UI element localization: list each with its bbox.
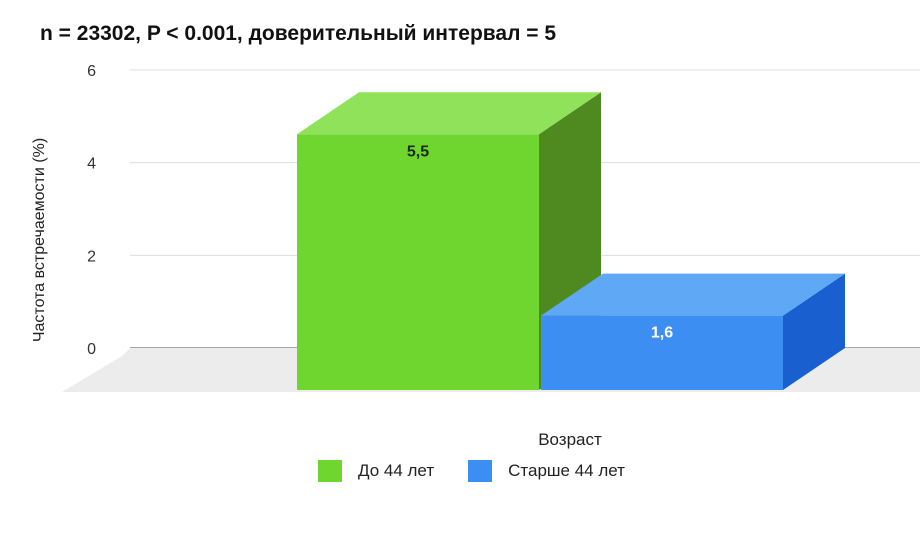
legend: До 44 лет Старше 44 лет: [318, 460, 625, 482]
y-axis-label: Частота встречаемости (%): [31, 138, 48, 342]
bar-1: 1,6: [541, 273, 845, 390]
bars-layer: 5,5 1,6: [297, 92, 845, 390]
legend-item-under-44: До 44 лет: [318, 460, 434, 482]
x-axis-label: Возраст: [538, 430, 602, 449]
legend-label-over-44: Старше 44 лет: [508, 461, 625, 480]
data-label: 1,6: [651, 325, 673, 342]
legend-swatch-under-44: [318, 460, 342, 482]
y-tick-label: 2: [87, 248, 96, 265]
bar-side-face: [783, 273, 845, 390]
legend-swatch-over-44: [468, 460, 493, 482]
y-tick-label: 4: [87, 156, 96, 173]
bar-top-face: [541, 273, 845, 316]
bar-front-face: [297, 134, 539, 390]
y-tick-label: 0: [87, 341, 96, 358]
y-tick-label: 6: [87, 63, 96, 80]
chart-title: n = 23302, P < 0.001, доверительный инте…: [40, 22, 557, 45]
bar-front-face: [541, 315, 783, 390]
data-label: 5,5: [407, 143, 429, 160]
x-axis-label-wrap: Возраст: [0, 430, 920, 450]
bar-top-face: [297, 92, 601, 135]
legend-label-under-44: До 44 лет: [358, 461, 435, 480]
legend-item-over-44: Старше 44 лет: [468, 460, 625, 482]
